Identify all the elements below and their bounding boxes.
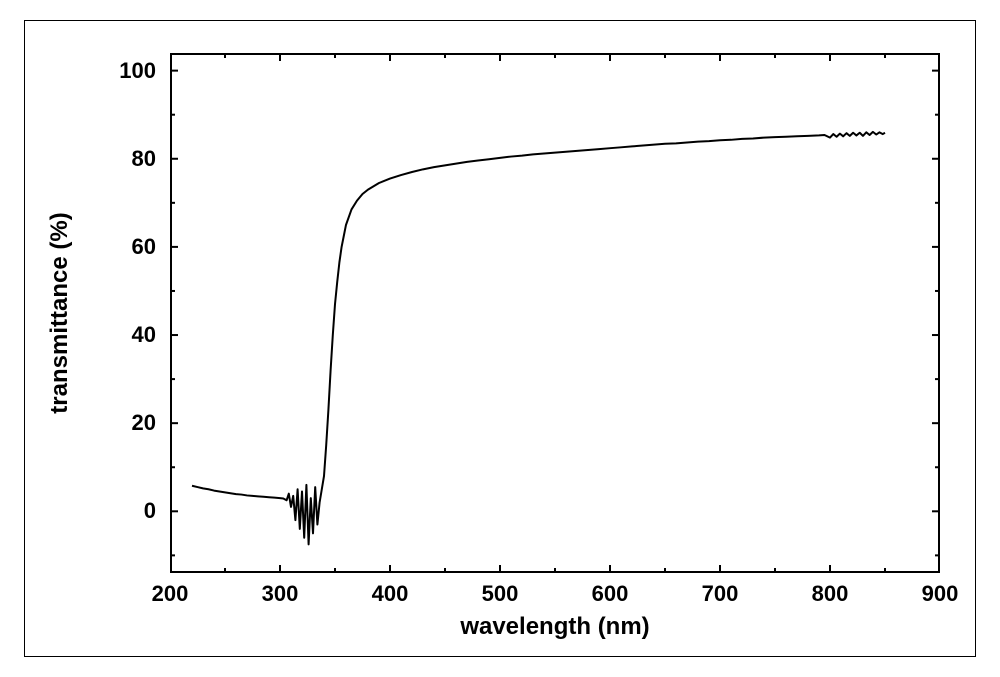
y-axis-label: transmittance (%) xyxy=(46,212,74,413)
plot-area xyxy=(170,53,940,573)
y-tick-label: 20 xyxy=(132,410,156,436)
x-axis-label: wavelength (nm) xyxy=(460,613,649,641)
x-tick-label: 300 xyxy=(262,581,299,607)
y-tick-label: 60 xyxy=(132,234,156,260)
x-tick-label: 200 xyxy=(152,581,189,607)
x-tick-label: 500 xyxy=(482,581,519,607)
x-tick-label: 400 xyxy=(372,581,409,607)
x-tick-label: 900 xyxy=(922,581,959,607)
y-tick-label: 100 xyxy=(119,58,156,84)
series-transmittance xyxy=(192,132,885,544)
y-tick-label: 0 xyxy=(144,498,156,524)
y-tick-label: 80 xyxy=(132,146,156,172)
chart-canvas xyxy=(170,53,940,573)
x-tick-label: 600 xyxy=(592,581,629,607)
x-tick-label: 800 xyxy=(812,581,849,607)
figure-outer-frame: wavelength (nm) transmittance (%) 200300… xyxy=(24,20,976,657)
x-tick-label: 700 xyxy=(702,581,739,607)
y-tick-label: 40 xyxy=(132,322,156,348)
